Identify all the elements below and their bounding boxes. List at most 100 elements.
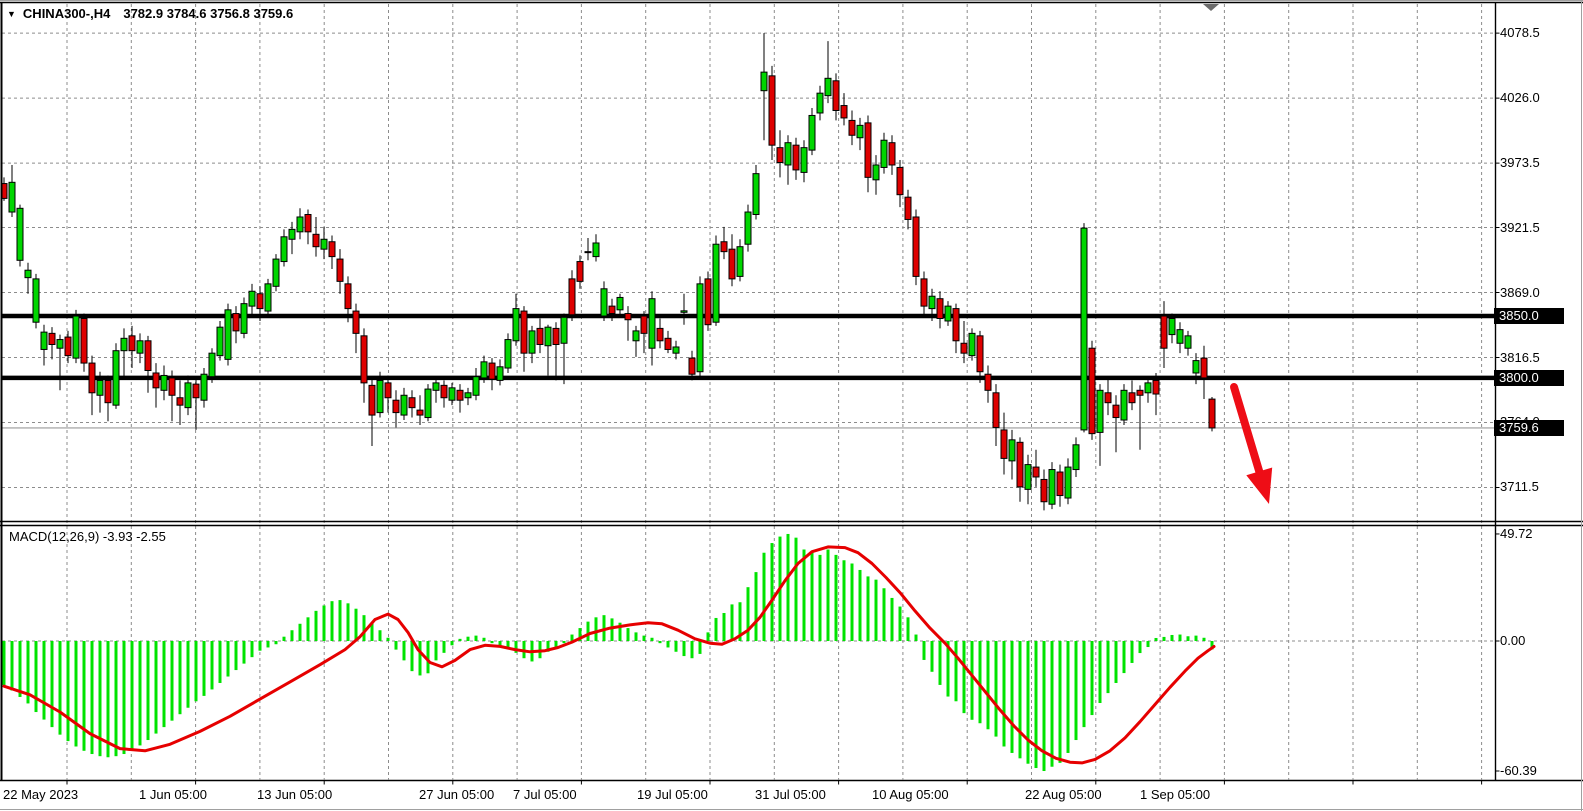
candle-body xyxy=(416,409,424,416)
candle-body xyxy=(576,261,584,282)
macd-histogram-bar xyxy=(426,641,430,674)
candle-body xyxy=(952,308,960,342)
macd-histogram-layer[interactable] xyxy=(2,533,1214,772)
candle-body xyxy=(984,373,992,391)
candle-body xyxy=(200,373,208,401)
macd-histogram-bar xyxy=(834,554,838,641)
macd-histogram-bar xyxy=(10,641,14,691)
price-level-badge: 3800.0 xyxy=(1494,369,1564,386)
macd-histogram-bar xyxy=(290,630,294,641)
candle-body xyxy=(544,326,552,347)
candle-body xyxy=(472,376,480,396)
macd-histogram-bar xyxy=(226,641,230,677)
macd-histogram-bar xyxy=(818,554,822,641)
price-level-badge: 3850.0 xyxy=(1494,308,1564,325)
candle-body xyxy=(928,295,936,310)
macd-histogram-bar xyxy=(1194,635,1198,641)
candle-body xyxy=(216,326,224,357)
candle-body xyxy=(1024,464,1032,490)
macd-histogram-bar xyxy=(58,641,62,735)
macd-histogram-bar xyxy=(906,617,910,641)
candle-body xyxy=(1032,466,1040,478)
macd-histogram-bar xyxy=(714,617,718,641)
macd-histogram-bar xyxy=(1106,641,1110,694)
macd-histogram-bar xyxy=(578,628,582,641)
candle-body xyxy=(296,216,304,233)
candle-body xyxy=(384,382,392,399)
macd-histogram-bar xyxy=(882,588,886,641)
candle-body xyxy=(600,288,608,317)
chart-shift-marker-icon[interactable] xyxy=(1203,4,1219,11)
time-axis-label: 1 Jun 05:00 xyxy=(139,787,207,802)
candle-body xyxy=(1104,392,1112,404)
candle-body xyxy=(744,211,752,245)
macd-histogram-bar xyxy=(1146,641,1150,648)
macd-histogram-bar xyxy=(186,641,190,708)
candle-body xyxy=(376,379,384,414)
candle-body xyxy=(280,236,288,263)
candle-body xyxy=(32,278,40,323)
macd-histogram-bar xyxy=(210,641,214,690)
candle-body xyxy=(776,147,784,164)
macd-histogram-bar xyxy=(1074,641,1078,741)
symbol-timeframe-label: CHINA300-,H4 xyxy=(22,6,111,21)
ohlc-values: 3782.9 3784.6 3756.8 3759.6 xyxy=(123,6,294,21)
candle-body xyxy=(656,327,664,342)
macd-histogram-bar xyxy=(98,641,102,757)
macd-histogram-bar xyxy=(1122,641,1126,674)
macd-histogram-bar xyxy=(794,537,798,641)
macd-histogram-bar xyxy=(242,641,246,664)
candle-body xyxy=(816,92,824,114)
candle-body xyxy=(360,335,368,384)
candle-body xyxy=(688,357,696,375)
macd-histogram-bar xyxy=(810,551,814,641)
candle-body xyxy=(512,308,520,342)
macd-histogram-bar xyxy=(802,549,806,641)
macd-histogram-bar xyxy=(610,618,614,641)
candle-body xyxy=(112,350,120,406)
price-axis-label: 3711.5 xyxy=(1500,479,1539,495)
macd-axis-label: 49.72 xyxy=(1500,525,1533,541)
macd-histogram-bar xyxy=(1058,641,1062,763)
macd-histogram-bar xyxy=(826,549,830,641)
macd-histogram-bar xyxy=(1154,637,1158,641)
candles-layer[interactable] xyxy=(0,33,1216,511)
macd-histogram-bar xyxy=(1010,641,1014,753)
candle-body xyxy=(96,379,104,396)
candle-body xyxy=(1136,389,1144,396)
candle-body xyxy=(792,144,800,171)
macd-histogram-bar xyxy=(1138,641,1142,654)
time-axis-label: 7 Jul 05:00 xyxy=(513,787,577,802)
time-axis-label: 13 Jun 05:00 xyxy=(257,787,333,802)
candle-body xyxy=(144,340,152,371)
candle-body xyxy=(760,71,768,92)
candle-body xyxy=(152,372,160,389)
macd-histogram-bar xyxy=(962,641,966,714)
macd-histogram-bar xyxy=(866,576,870,641)
trend-arrow-head[interactable] xyxy=(1246,467,1273,504)
candle-body xyxy=(320,238,328,250)
macd-histogram-bar xyxy=(1130,641,1134,663)
macd-histogram-bar xyxy=(546,641,550,652)
macd-histogram-bar xyxy=(50,641,54,728)
macd-histogram-bar xyxy=(122,641,126,755)
macd-histogram-bar xyxy=(986,641,990,730)
macd-histogram-bar xyxy=(362,615,366,641)
price-axis-label: 3816.5 xyxy=(1500,349,1540,365)
symbol-dropdown-icon[interactable]: ▼ xyxy=(7,8,16,19)
candle-body xyxy=(1000,429,1008,459)
candle-body xyxy=(696,283,704,373)
macd-histogram-bar xyxy=(842,560,846,641)
macd-histogram-bar xyxy=(706,632,710,641)
macd-histogram-bar xyxy=(1002,641,1006,747)
macd-histogram-bar xyxy=(658,641,662,644)
candle-body xyxy=(632,330,640,342)
time-axis-label: 27 Jun 05:00 xyxy=(419,787,495,802)
macd-histogram-bar xyxy=(650,637,654,641)
macd-histogram-bar xyxy=(634,632,638,641)
candle-body xyxy=(736,246,744,277)
macd-histogram-bar xyxy=(178,641,182,715)
macd-histogram-bar xyxy=(82,641,86,751)
trend-arrow-shaft[interactable] xyxy=(1230,383,1264,478)
